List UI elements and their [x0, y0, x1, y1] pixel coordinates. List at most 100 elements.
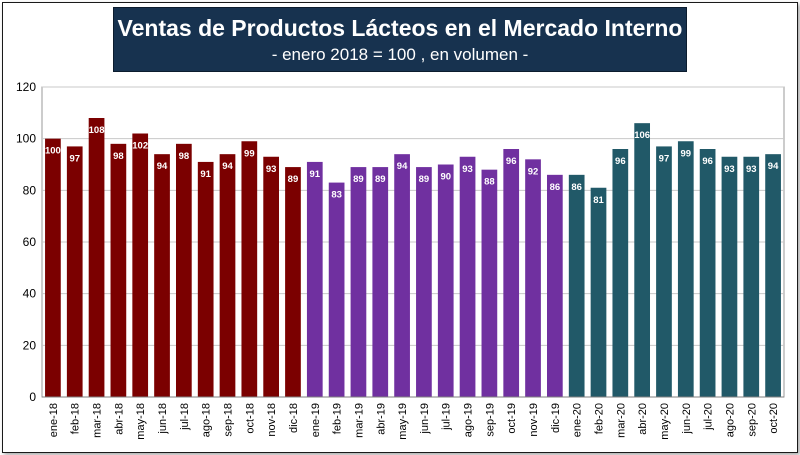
- x-tick-label: ago-19: [463, 403, 475, 437]
- bar-value-label: 106: [634, 130, 650, 141]
- x-tick-label: oct-19: [506, 403, 518, 434]
- bar: [612, 149, 629, 397]
- bar-labels: 100 97 108 98 102 94 98 91 94 99 93 89 91 83 89 89 94 89 9…: [45, 125, 779, 206]
- bar: [263, 156, 280, 397]
- x-tick-label: jun-19: [419, 403, 431, 435]
- bar-value-label: 91: [310, 169, 321, 180]
- bar-value-label: 94: [397, 161, 408, 172]
- x-tick-label: ene-18: [48, 403, 60, 437]
- y-axis: 0 20 40 60 80 100 120: [16, 80, 36, 404]
- y-tick-label: 100: [16, 132, 36, 146]
- x-tick-label: abr-19: [375, 403, 387, 435]
- x-tick-label: abr-18: [113, 403, 125, 435]
- bar-value-label: 81: [593, 195, 604, 206]
- bar: [677, 141, 694, 397]
- bars: [45, 118, 781, 398]
- x-tick-label: nov-18: [266, 403, 278, 437]
- bar-value-label: 86: [550, 182, 561, 193]
- x-tick-label: oct-20: [768, 403, 780, 434]
- bar-value-label: 91: [200, 169, 211, 180]
- x-tick-label: dic-19: [550, 403, 562, 433]
- x-tick-label: jul-18: [179, 403, 191, 431]
- bar-value-label: 88: [484, 177, 495, 188]
- x-tick-label: mar-18: [92, 403, 104, 438]
- bar-value-label: 98: [113, 151, 124, 162]
- bar: [88, 118, 105, 397]
- y-tick-label: 0: [29, 390, 36, 404]
- bar: [66, 146, 83, 397]
- bar-value-label: 89: [353, 174, 364, 185]
- bar-value-label: 97: [659, 153, 670, 164]
- x-tick-label: oct-18: [244, 403, 256, 434]
- x-tick-label: ago-20: [724, 403, 736, 437]
- bar: [110, 143, 127, 397]
- x-tick-label: mar-20: [615, 403, 627, 438]
- bar-value-label: 93: [724, 164, 735, 175]
- bar-value-label: 89: [419, 174, 430, 185]
- x-tick-label: dic-18: [288, 403, 300, 433]
- bar: [568, 174, 585, 397]
- x-tick-label: ene-20: [572, 403, 584, 437]
- x-tick-label: feb-19: [332, 403, 344, 434]
- y-tick-label: 40: [23, 287, 37, 301]
- bar-value-label: 108: [89, 125, 105, 136]
- bar-value-label: 99: [244, 148, 255, 159]
- bar: [743, 156, 760, 397]
- x-axis: ene-18 feb-18 mar-18 abr-18 may-18 jun-18 jul-…: [42, 396, 784, 440]
- bar: [350, 167, 367, 397]
- bar: [306, 161, 323, 397]
- bar: [372, 167, 389, 397]
- chart-title: Ventas de Productos Lácteos en el Mercad…: [117, 15, 683, 41]
- bar-value-label: 96: [506, 156, 517, 167]
- x-tick-label: feb-18: [70, 403, 82, 434]
- bar-value-label: 83: [331, 190, 342, 201]
- bar-value-label: 90: [440, 172, 451, 183]
- bar: [656, 146, 672, 397]
- bar-value-label: 94: [157, 161, 168, 172]
- bar-value-label: 94: [768, 161, 779, 172]
- bar-value-label: 89: [288, 174, 299, 185]
- x-tick-label: may-20: [659, 403, 671, 440]
- y-tick-label: 80: [23, 183, 37, 197]
- bar-value-label: 99: [681, 148, 692, 159]
- bar-value-label: 94: [222, 161, 233, 172]
- bar-value-label: 93: [746, 164, 757, 175]
- bar: [394, 154, 410, 397]
- bar: [437, 164, 454, 397]
- bar: [175, 143, 192, 397]
- x-tick-label: abr-20: [637, 403, 649, 435]
- bar: [765, 154, 781, 397]
- bar: [699, 149, 716, 397]
- bar-value-label: 102: [132, 141, 148, 152]
- y-tick-label: 20: [23, 338, 37, 352]
- bar: [590, 187, 607, 397]
- bar: [546, 174, 563, 397]
- x-tick-label: sep-19: [484, 403, 496, 437]
- x-tick-label: ene-19: [310, 403, 322, 437]
- bar: [45, 138, 61, 397]
- x-tick-label: nov-19: [528, 403, 540, 437]
- bar: [459, 156, 476, 397]
- chart-subtitle: - enero 2018 = 100 , en volumen -: [271, 45, 529, 64]
- x-tick-label: may-18: [135, 403, 147, 440]
- bar-value-label: 86: [571, 182, 582, 193]
- x-tick-label: jul-20: [703, 403, 715, 431]
- title-banner: Ventas de Productos Lácteos en el Mercad…: [113, 7, 687, 72]
- y-tick-label: 120: [16, 80, 36, 94]
- x-tick-label: jun-18: [157, 403, 169, 435]
- x-tick-label: jun-20: [681, 403, 693, 435]
- bar: [416, 167, 432, 397]
- x-tick-label: sep-18: [223, 403, 235, 437]
- x-tick-label: jul-19: [441, 403, 453, 431]
- bar-value-label: 97: [69, 153, 80, 164]
- bar-value-label: 100: [45, 146, 61, 157]
- bar-value-label: 93: [266, 164, 277, 175]
- bar: [285, 167, 301, 397]
- x-tick-label: may-19: [397, 403, 409, 440]
- x-tick-label: feb-20: [594, 403, 606, 434]
- bar: [481, 169, 498, 397]
- bar: [197, 161, 214, 397]
- bar-value-label: 89: [375, 174, 386, 185]
- bar-value-label: 92: [528, 166, 539, 177]
